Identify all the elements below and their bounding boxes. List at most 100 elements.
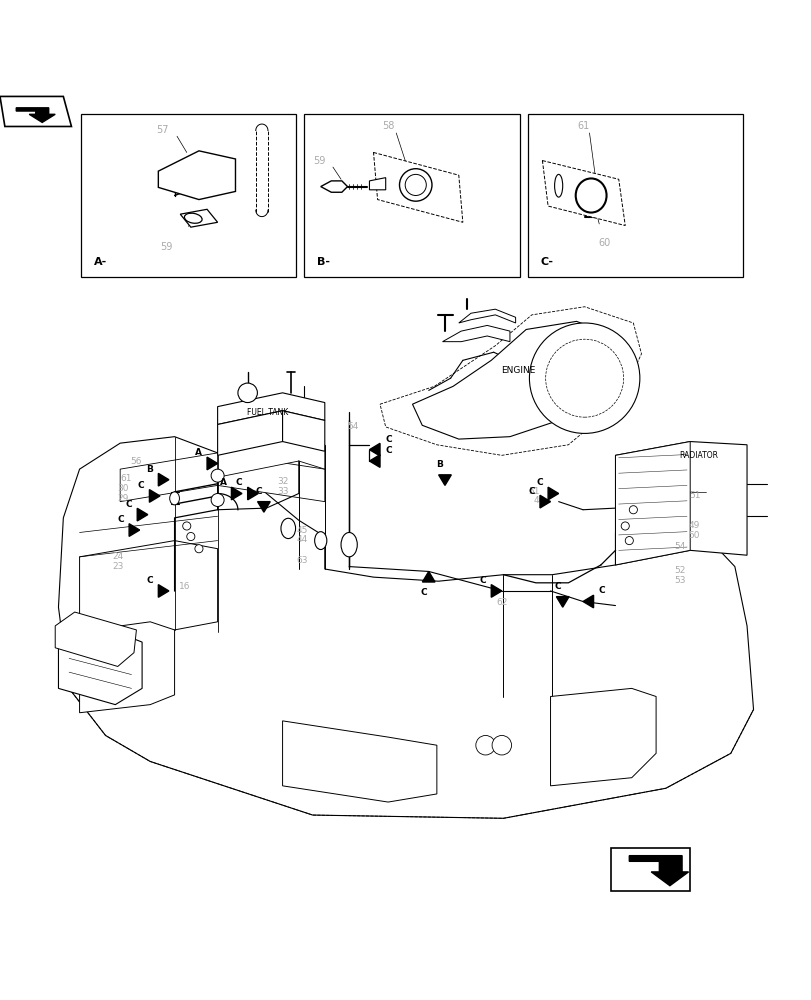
Polygon shape — [217, 411, 282, 455]
Circle shape — [491, 735, 511, 755]
Bar — [81, 114, 296, 277]
Ellipse shape — [405, 174, 426, 196]
Polygon shape — [539, 495, 550, 508]
Text: 30: 30 — [118, 484, 129, 493]
Polygon shape — [369, 178, 385, 190]
Polygon shape — [412, 321, 618, 439]
Ellipse shape — [399, 169, 431, 201]
Text: 52: 52 — [674, 566, 685, 575]
Bar — [304, 114, 519, 277]
Text: 61: 61 — [120, 474, 131, 483]
Polygon shape — [207, 457, 217, 470]
Polygon shape — [615, 442, 689, 565]
Circle shape — [475, 735, 495, 755]
Text: B: B — [436, 460, 443, 469]
Polygon shape — [79, 541, 217, 645]
Polygon shape — [282, 411, 324, 451]
Text: C: C — [598, 586, 604, 595]
Text: 33: 33 — [277, 487, 288, 496]
Text: FUEL TANK: FUEL TANK — [247, 408, 288, 417]
Text: C: C — [236, 478, 242, 487]
Text: C: C — [255, 487, 262, 496]
Polygon shape — [629, 856, 688, 886]
Polygon shape — [282, 721, 436, 802]
Text: C-: C- — [540, 257, 553, 267]
Text: C: C — [384, 446, 391, 455]
Text: C: C — [419, 588, 427, 597]
Text: 50: 50 — [688, 531, 699, 540]
Ellipse shape — [315, 532, 326, 550]
Text: 45: 45 — [296, 526, 307, 535]
Text: 51: 51 — [528, 487, 539, 496]
Bar — [527, 114, 742, 277]
Circle shape — [187, 532, 195, 541]
Polygon shape — [550, 688, 655, 786]
Text: 49: 49 — [688, 521, 699, 530]
Text: 56: 56 — [131, 457, 142, 466]
Polygon shape — [257, 502, 270, 512]
Circle shape — [211, 469, 224, 482]
Text: 59: 59 — [160, 242, 173, 252]
Polygon shape — [547, 487, 558, 500]
Polygon shape — [158, 151, 235, 200]
Circle shape — [211, 494, 224, 506]
Text: C: C — [528, 487, 534, 496]
Polygon shape — [582, 595, 593, 608]
Polygon shape — [55, 612, 136, 666]
Text: B: B — [146, 465, 153, 474]
Polygon shape — [247, 487, 258, 500]
Text: B-: B- — [317, 257, 330, 267]
Circle shape — [238, 383, 257, 403]
Polygon shape — [149, 490, 160, 502]
Text: 29: 29 — [118, 494, 129, 503]
Polygon shape — [438, 475, 451, 485]
Ellipse shape — [281, 518, 295, 539]
Polygon shape — [16, 108, 55, 122]
Polygon shape — [320, 181, 347, 192]
Polygon shape — [158, 473, 169, 486]
Polygon shape — [231, 487, 242, 500]
Ellipse shape — [341, 532, 357, 557]
Polygon shape — [137, 508, 148, 521]
Polygon shape — [369, 443, 380, 456]
Text: C: C — [479, 576, 486, 585]
Polygon shape — [129, 524, 139, 536]
Ellipse shape — [184, 213, 202, 223]
Circle shape — [195, 545, 203, 553]
Text: A: A — [219, 478, 226, 487]
Polygon shape — [58, 632, 142, 705]
Text: C: C — [384, 435, 391, 444]
Text: 61: 61 — [576, 121, 589, 131]
Text: 24: 24 — [112, 552, 123, 561]
Circle shape — [629, 506, 637, 514]
Circle shape — [624, 537, 633, 545]
Polygon shape — [442, 325, 509, 342]
Polygon shape — [58, 437, 753, 818]
Text: C: C — [138, 481, 144, 490]
Text: 59: 59 — [312, 156, 325, 166]
Text: A: A — [195, 448, 202, 457]
Text: 46: 46 — [533, 496, 544, 505]
Polygon shape — [217, 393, 324, 424]
Polygon shape — [610, 848, 689, 891]
Text: 58: 58 — [381, 121, 394, 131]
Polygon shape — [422, 571, 435, 582]
Text: ENGINE: ENGINE — [500, 366, 534, 375]
Polygon shape — [542, 161, 624, 226]
Text: C: C — [536, 478, 543, 487]
Text: RADIATOR: RADIATOR — [678, 451, 717, 460]
Polygon shape — [180, 209, 217, 227]
Polygon shape — [556, 597, 569, 607]
Polygon shape — [615, 442, 746, 565]
Text: 53: 53 — [674, 576, 685, 585]
Circle shape — [182, 522, 191, 530]
Text: C: C — [126, 500, 132, 509]
Ellipse shape — [169, 492, 179, 505]
Text: C: C — [147, 576, 153, 585]
Text: C: C — [553, 582, 560, 591]
Text: 62: 62 — [496, 598, 507, 607]
Text: 23: 23 — [112, 562, 123, 571]
Text: 51: 51 — [689, 491, 700, 500]
Circle shape — [529, 323, 639, 433]
Text: 32: 32 — [277, 477, 288, 486]
